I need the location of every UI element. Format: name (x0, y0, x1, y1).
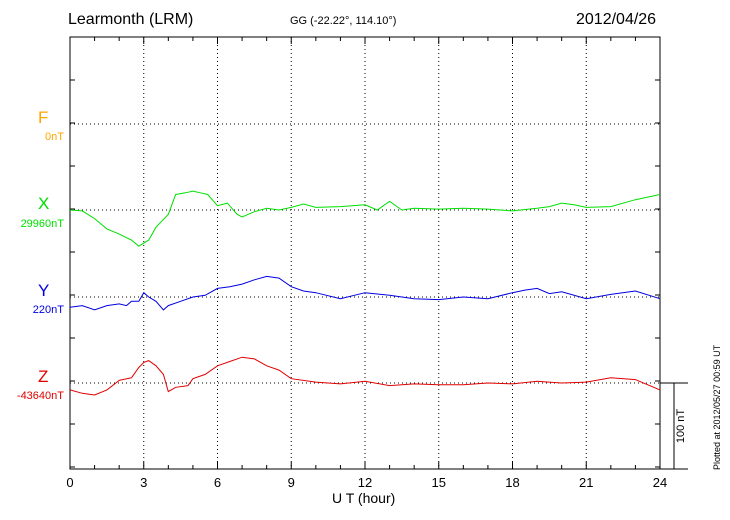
x-axis-title: U T (hour) (332, 490, 396, 506)
x-tick-label: 3 (140, 475, 147, 490)
channel-label-y: Y (38, 281, 50, 300)
channel-label-x: X (38, 194, 50, 213)
channel-label-f: F (38, 108, 49, 127)
baseline-label-y: 220nT (32, 304, 64, 316)
x-tick-label: 24 (653, 475, 667, 490)
x-tick-label: 21 (579, 475, 593, 490)
x-tick-label: 12 (358, 475, 372, 490)
series-line-y (69, 275, 661, 311)
baseline-label-f: 0nT (45, 131, 64, 143)
station-title: Learmonth (LRM) (68, 11, 194, 28)
x-tick-label: 15 (432, 475, 446, 490)
channel-label-z: Z (38, 367, 49, 386)
chart-date: 2012/04/26 (576, 11, 657, 28)
x-tick-label: 18 (505, 475, 519, 490)
station-coordinates: GG (-22.22°, 114.10°) (290, 15, 397, 27)
baseline-label-z: -43640nT (16, 390, 64, 402)
series-line-x (69, 190, 661, 247)
baseline-label-x: 29960nT (20, 218, 64, 230)
x-tick-label: 6 (214, 475, 221, 490)
series-line-z (69, 356, 661, 396)
scale-bar-label: 100 nT (675, 409, 687, 444)
x-tick-label: 0 (66, 475, 73, 490)
x-tick-label: 9 (288, 475, 295, 490)
